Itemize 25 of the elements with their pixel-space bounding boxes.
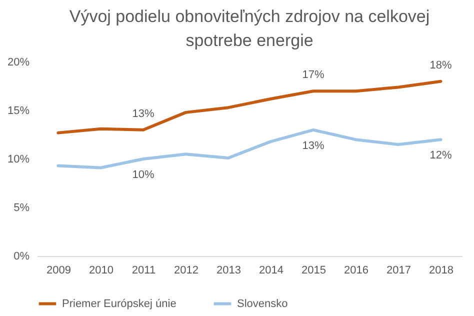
data-label: 13% — [302, 140, 324, 152]
line-series — [56, 80, 442, 134]
chart-title: Vývoj podielu obnoviteľných zdrojov na celkovej spotrebe energie — [69, 7, 430, 50]
x-tick-label: 2010 — [89, 264, 114, 276]
data-label: 12% — [430, 150, 452, 162]
data-label: 13% — [132, 108, 154, 120]
x-tick-label: 2011 — [132, 264, 156, 276]
data-label: 17% — [302, 69, 324, 82]
x-tick-label: 2016 — [344, 264, 368, 276]
y-tick-label: 10% — [7, 154, 30, 166]
x-tick-label: 2017 — [386, 264, 411, 276]
legend-label: Priemer Európskej únie — [62, 298, 176, 310]
data-label: 10% — [132, 169, 154, 181]
x-tick-label: 2012 — [174, 264, 198, 276]
x-tick-label: 2018 — [429, 264, 454, 276]
y-tick-label: 15% — [7, 105, 30, 117]
x-tick-label: 2014 — [259, 264, 284, 276]
x-tick-label: 2013 — [216, 264, 241, 276]
x-tick-label: 2015 — [302, 264, 326, 276]
y-tick-label: 0% — [14, 250, 30, 262]
legend-label: Slovensko — [237, 298, 288, 310]
y-tick-label: 20% — [7, 56, 30, 68]
data-label: 18% — [430, 59, 452, 72]
x-tick-label: 2009 — [46, 264, 71, 276]
y-tick-label: 5% — [14, 202, 30, 214]
